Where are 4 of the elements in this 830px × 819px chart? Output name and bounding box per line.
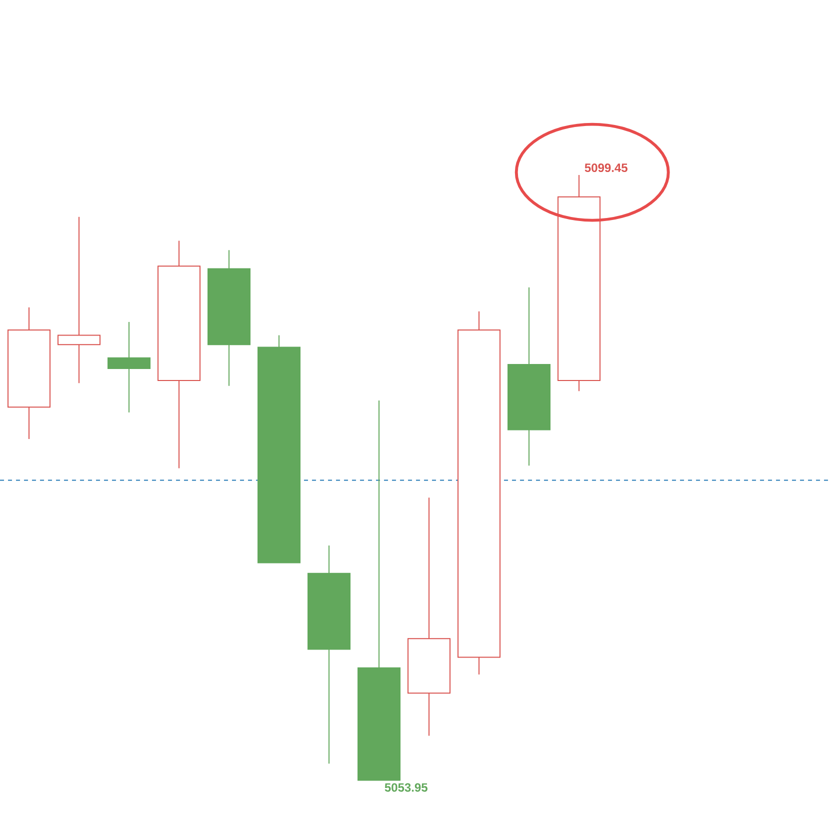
text: 5053.95 bbox=[384, 783, 428, 792]
candlestick bbox=[108, 321, 151, 413]
text: 5099.45 bbox=[584, 164, 628, 172]
candlestick bbox=[58, 216, 101, 384]
